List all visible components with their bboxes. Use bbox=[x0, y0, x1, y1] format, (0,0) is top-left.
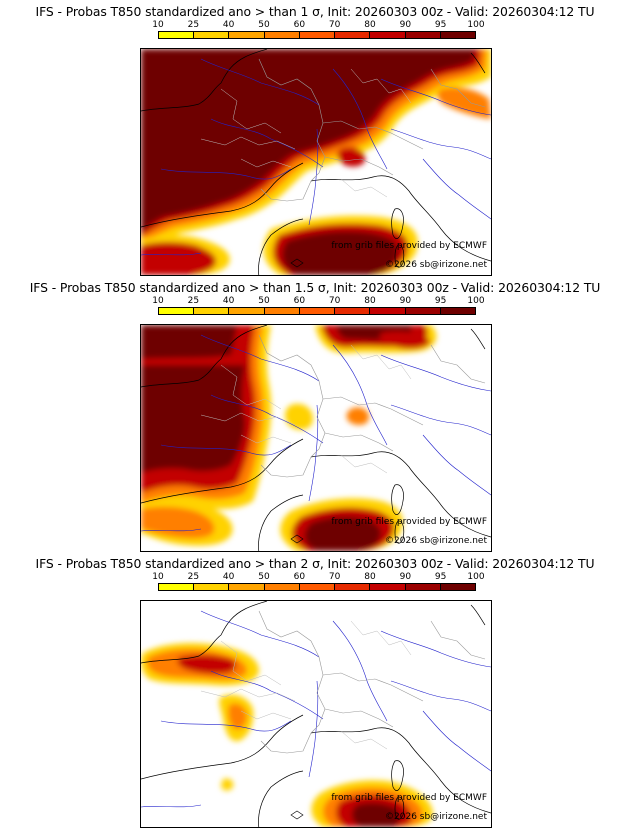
data-source-credit: from grib files provided by ECMWF bbox=[331, 241, 487, 251]
colorbar-tick-label: 10 bbox=[152, 296, 164, 306]
colorbar-tick-label: 40 bbox=[222, 296, 235, 306]
colorbar-swatch bbox=[229, 584, 265, 590]
data-source-credit: from grib files provided by ECMWF bbox=[331, 793, 487, 803]
colorbar-swatch bbox=[159, 32, 195, 38]
colorbar-tick-label: 95 bbox=[434, 296, 447, 306]
colorbar-swatch bbox=[194, 32, 230, 38]
colorbar-swatch bbox=[335, 584, 371, 590]
colorbar-swatch bbox=[440, 32, 475, 38]
probability-map: from grib files provided by ECMWF ©2026 … bbox=[140, 48, 492, 276]
colorbar-swatch bbox=[299, 32, 336, 38]
colorbar-swatch bbox=[370, 32, 406, 38]
colorbar-swatch bbox=[370, 308, 406, 314]
colorbar-tick-label: 40 bbox=[222, 572, 235, 582]
colorbar-tick-label: 50 bbox=[258, 572, 270, 582]
colorbar-swatch bbox=[440, 308, 475, 314]
copyright-credit: ©2026 sb@irizone.net bbox=[385, 536, 487, 546]
map-canvas bbox=[141, 601, 491, 827]
colorbar-labels: 10 25 40 50 60 70 80 90 95 100 bbox=[152, 20, 484, 31]
panel-2: IFS - Probas T850 standardized ano > tha… bbox=[0, 276, 630, 552]
colorbar-tick-label: 70 bbox=[328, 296, 341, 306]
map-canvas bbox=[141, 49, 491, 275]
colorbar-swatch bbox=[264, 32, 300, 38]
colorbar-tick-label: 70 bbox=[328, 20, 341, 30]
colorbar: 10 25 40 50 60 70 80 90 95 100 bbox=[152, 572, 485, 600]
copyright-credit: ©2026 sb@irizone.net bbox=[385, 812, 487, 822]
colorbar-tick-label: 10 bbox=[152, 572, 164, 582]
colorbar-swatch bbox=[405, 32, 441, 38]
colorbar-swatch bbox=[405, 308, 441, 314]
colorbar-strip bbox=[158, 583, 476, 591]
colorbar-tick-label: 100 bbox=[467, 296, 485, 306]
colorbar-tick-label: 90 bbox=[399, 20, 412, 30]
panel-title: IFS - Probas T850 standardized ano > tha… bbox=[29, 280, 601, 295]
colorbar-tick-label: 50 bbox=[258, 20, 270, 30]
panel-title: IFS - Probas T850 standardized ano > tha… bbox=[35, 4, 595, 19]
colorbar-tick-label: 50 bbox=[258, 296, 270, 306]
colorbar-swatch bbox=[264, 308, 300, 314]
colorbar: 10 25 40 50 60 70 80 90 95 100 bbox=[152, 20, 485, 48]
colorbar-tick-label: 80 bbox=[364, 20, 376, 30]
colorbar-labels: 10 25 40 50 60 70 80 90 95 100 bbox=[152, 572, 484, 583]
colorbar-swatch bbox=[370, 584, 406, 590]
copyright-credit: ©2026 sb@irizone.net bbox=[385, 260, 487, 270]
panel-3: IFS - Probas T850 standardized ano > tha… bbox=[0, 552, 630, 828]
colorbar-swatch bbox=[335, 32, 371, 38]
colorbar-swatch bbox=[194, 584, 230, 590]
colorbar-tick-label: 60 bbox=[293, 20, 306, 30]
colorbar-tick-label: 95 bbox=[434, 20, 447, 30]
colorbar-tick-label: 10 bbox=[152, 20, 164, 30]
colorbar-tick-label: 25 bbox=[187, 296, 200, 306]
colorbar-swatch bbox=[159, 308, 195, 314]
colorbar-strip bbox=[158, 31, 476, 39]
colorbar-tick-label: 25 bbox=[187, 572, 200, 582]
colorbar-swatch bbox=[229, 32, 265, 38]
probability-map: from grib files provided by ECMWF ©2026 … bbox=[140, 324, 492, 552]
colorbar-tick-label: 60 bbox=[293, 296, 306, 306]
panel-title: IFS - Probas T850 standardized ano > tha… bbox=[35, 556, 595, 571]
colorbar-tick-label: 90 bbox=[399, 296, 412, 306]
colorbar: 10 25 40 50 60 70 80 90 95 100 bbox=[152, 296, 485, 324]
colorbar-swatch bbox=[264, 584, 300, 590]
colorbar-tick-label: 90 bbox=[399, 572, 412, 582]
colorbar-swatch bbox=[335, 308, 371, 314]
colorbar-swatch bbox=[405, 584, 441, 590]
colorbar-swatch bbox=[159, 584, 195, 590]
colorbar-labels: 10 25 40 50 60 70 80 90 95 100 bbox=[152, 296, 484, 307]
colorbar-swatch bbox=[194, 308, 230, 314]
colorbar-swatch bbox=[299, 308, 336, 314]
colorbar-tick-label: 40 bbox=[222, 20, 235, 30]
probability-map: from grib files provided by ECMWF ©2026 … bbox=[140, 600, 492, 828]
colorbar-tick-label: 95 bbox=[434, 572, 447, 582]
colorbar-tick-label: 100 bbox=[467, 20, 485, 30]
colorbar-tick-label: 100 bbox=[467, 572, 485, 582]
colorbar-tick-label: 80 bbox=[364, 572, 376, 582]
colorbar-tick-label: 70 bbox=[328, 572, 341, 582]
colorbar-tick-label: 60 bbox=[293, 572, 306, 582]
colorbar-swatch bbox=[299, 584, 336, 590]
colorbar-tick-label: 25 bbox=[187, 20, 200, 30]
colorbar-tick-label: 80 bbox=[364, 296, 376, 306]
colorbar-strip bbox=[158, 307, 476, 315]
data-source-credit: from grib files provided by ECMWF bbox=[331, 517, 487, 527]
colorbar-swatch bbox=[229, 308, 265, 314]
map-canvas bbox=[141, 325, 491, 551]
panel-1: IFS - Probas T850 standardized ano > tha… bbox=[0, 0, 630, 276]
colorbar-swatch bbox=[440, 584, 475, 590]
